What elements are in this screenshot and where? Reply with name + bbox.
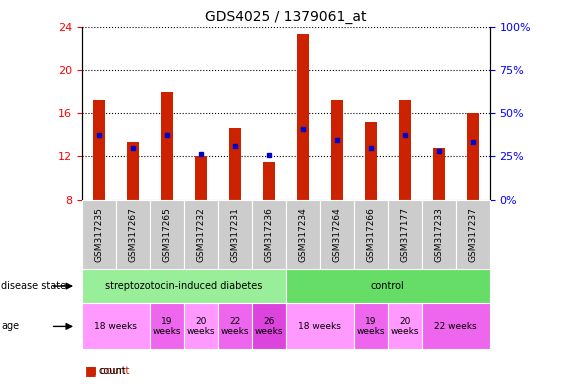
Text: age: age: [1, 321, 19, 331]
Text: 19
weeks: 19 weeks: [356, 317, 385, 336]
Bar: [184, 200, 218, 269]
Bar: [150, 303, 184, 349]
Bar: [127, 142, 138, 200]
Text: 18 weeks: 18 weeks: [94, 322, 137, 331]
Bar: [115, 200, 150, 269]
Text: GSM317234: GSM317234: [298, 207, 307, 262]
Bar: [422, 303, 490, 349]
Text: 19
weeks: 19 weeks: [153, 317, 181, 336]
Bar: [82, 200, 115, 269]
Bar: [467, 113, 479, 200]
Bar: [365, 122, 377, 200]
Text: GSM317264: GSM317264: [332, 207, 341, 262]
Text: count: count: [99, 366, 126, 376]
Text: 20
weeks: 20 weeks: [391, 317, 419, 336]
Bar: [218, 200, 252, 269]
Bar: [229, 128, 240, 200]
Bar: [388, 303, 422, 349]
Bar: [320, 200, 354, 269]
Text: 22
weeks: 22 weeks: [221, 317, 249, 336]
Bar: [433, 148, 445, 200]
Bar: [456, 200, 490, 269]
Bar: [218, 303, 252, 349]
Text: 22 weeks: 22 weeks: [435, 322, 477, 331]
Bar: [82, 303, 150, 349]
Bar: [195, 157, 207, 200]
Bar: [399, 100, 411, 200]
Bar: [285, 303, 354, 349]
Text: GSM317233: GSM317233: [434, 207, 443, 262]
Bar: [285, 200, 320, 269]
Text: GDS4025 / 1379061_at: GDS4025 / 1379061_at: [205, 10, 367, 23]
Bar: [252, 200, 286, 269]
Text: GSM317266: GSM317266: [367, 207, 376, 262]
Text: GSM317236: GSM317236: [264, 207, 273, 262]
Bar: [297, 35, 309, 200]
Text: GSM317231: GSM317231: [230, 207, 239, 262]
Bar: [252, 303, 286, 349]
Text: ■ count: ■ count: [87, 366, 129, 376]
Bar: [331, 100, 343, 200]
Text: GSM317232: GSM317232: [196, 207, 205, 262]
Bar: [285, 269, 490, 303]
Text: streptozotocin-induced diabetes: streptozotocin-induced diabetes: [105, 281, 262, 291]
Text: ■: ■: [84, 364, 96, 377]
Bar: [388, 200, 422, 269]
Text: 18 weeks: 18 weeks: [298, 322, 341, 331]
Bar: [160, 92, 173, 200]
Bar: [354, 303, 388, 349]
Bar: [184, 303, 218, 349]
Bar: [263, 162, 275, 200]
Text: GSM317235: GSM317235: [94, 207, 103, 262]
Bar: [93, 100, 105, 200]
Text: GSM317237: GSM317237: [468, 207, 477, 262]
Text: GSM317177: GSM317177: [400, 207, 409, 262]
Text: 20
weeks: 20 weeks: [186, 317, 215, 336]
Text: GSM317265: GSM317265: [162, 207, 171, 262]
Bar: [354, 200, 388, 269]
Text: disease state: disease state: [1, 281, 66, 291]
Text: GSM317267: GSM317267: [128, 207, 137, 262]
Text: control: control: [371, 281, 405, 291]
Text: 26
weeks: 26 weeks: [254, 317, 283, 336]
Bar: [82, 269, 285, 303]
Bar: [422, 200, 456, 269]
Bar: [150, 200, 184, 269]
